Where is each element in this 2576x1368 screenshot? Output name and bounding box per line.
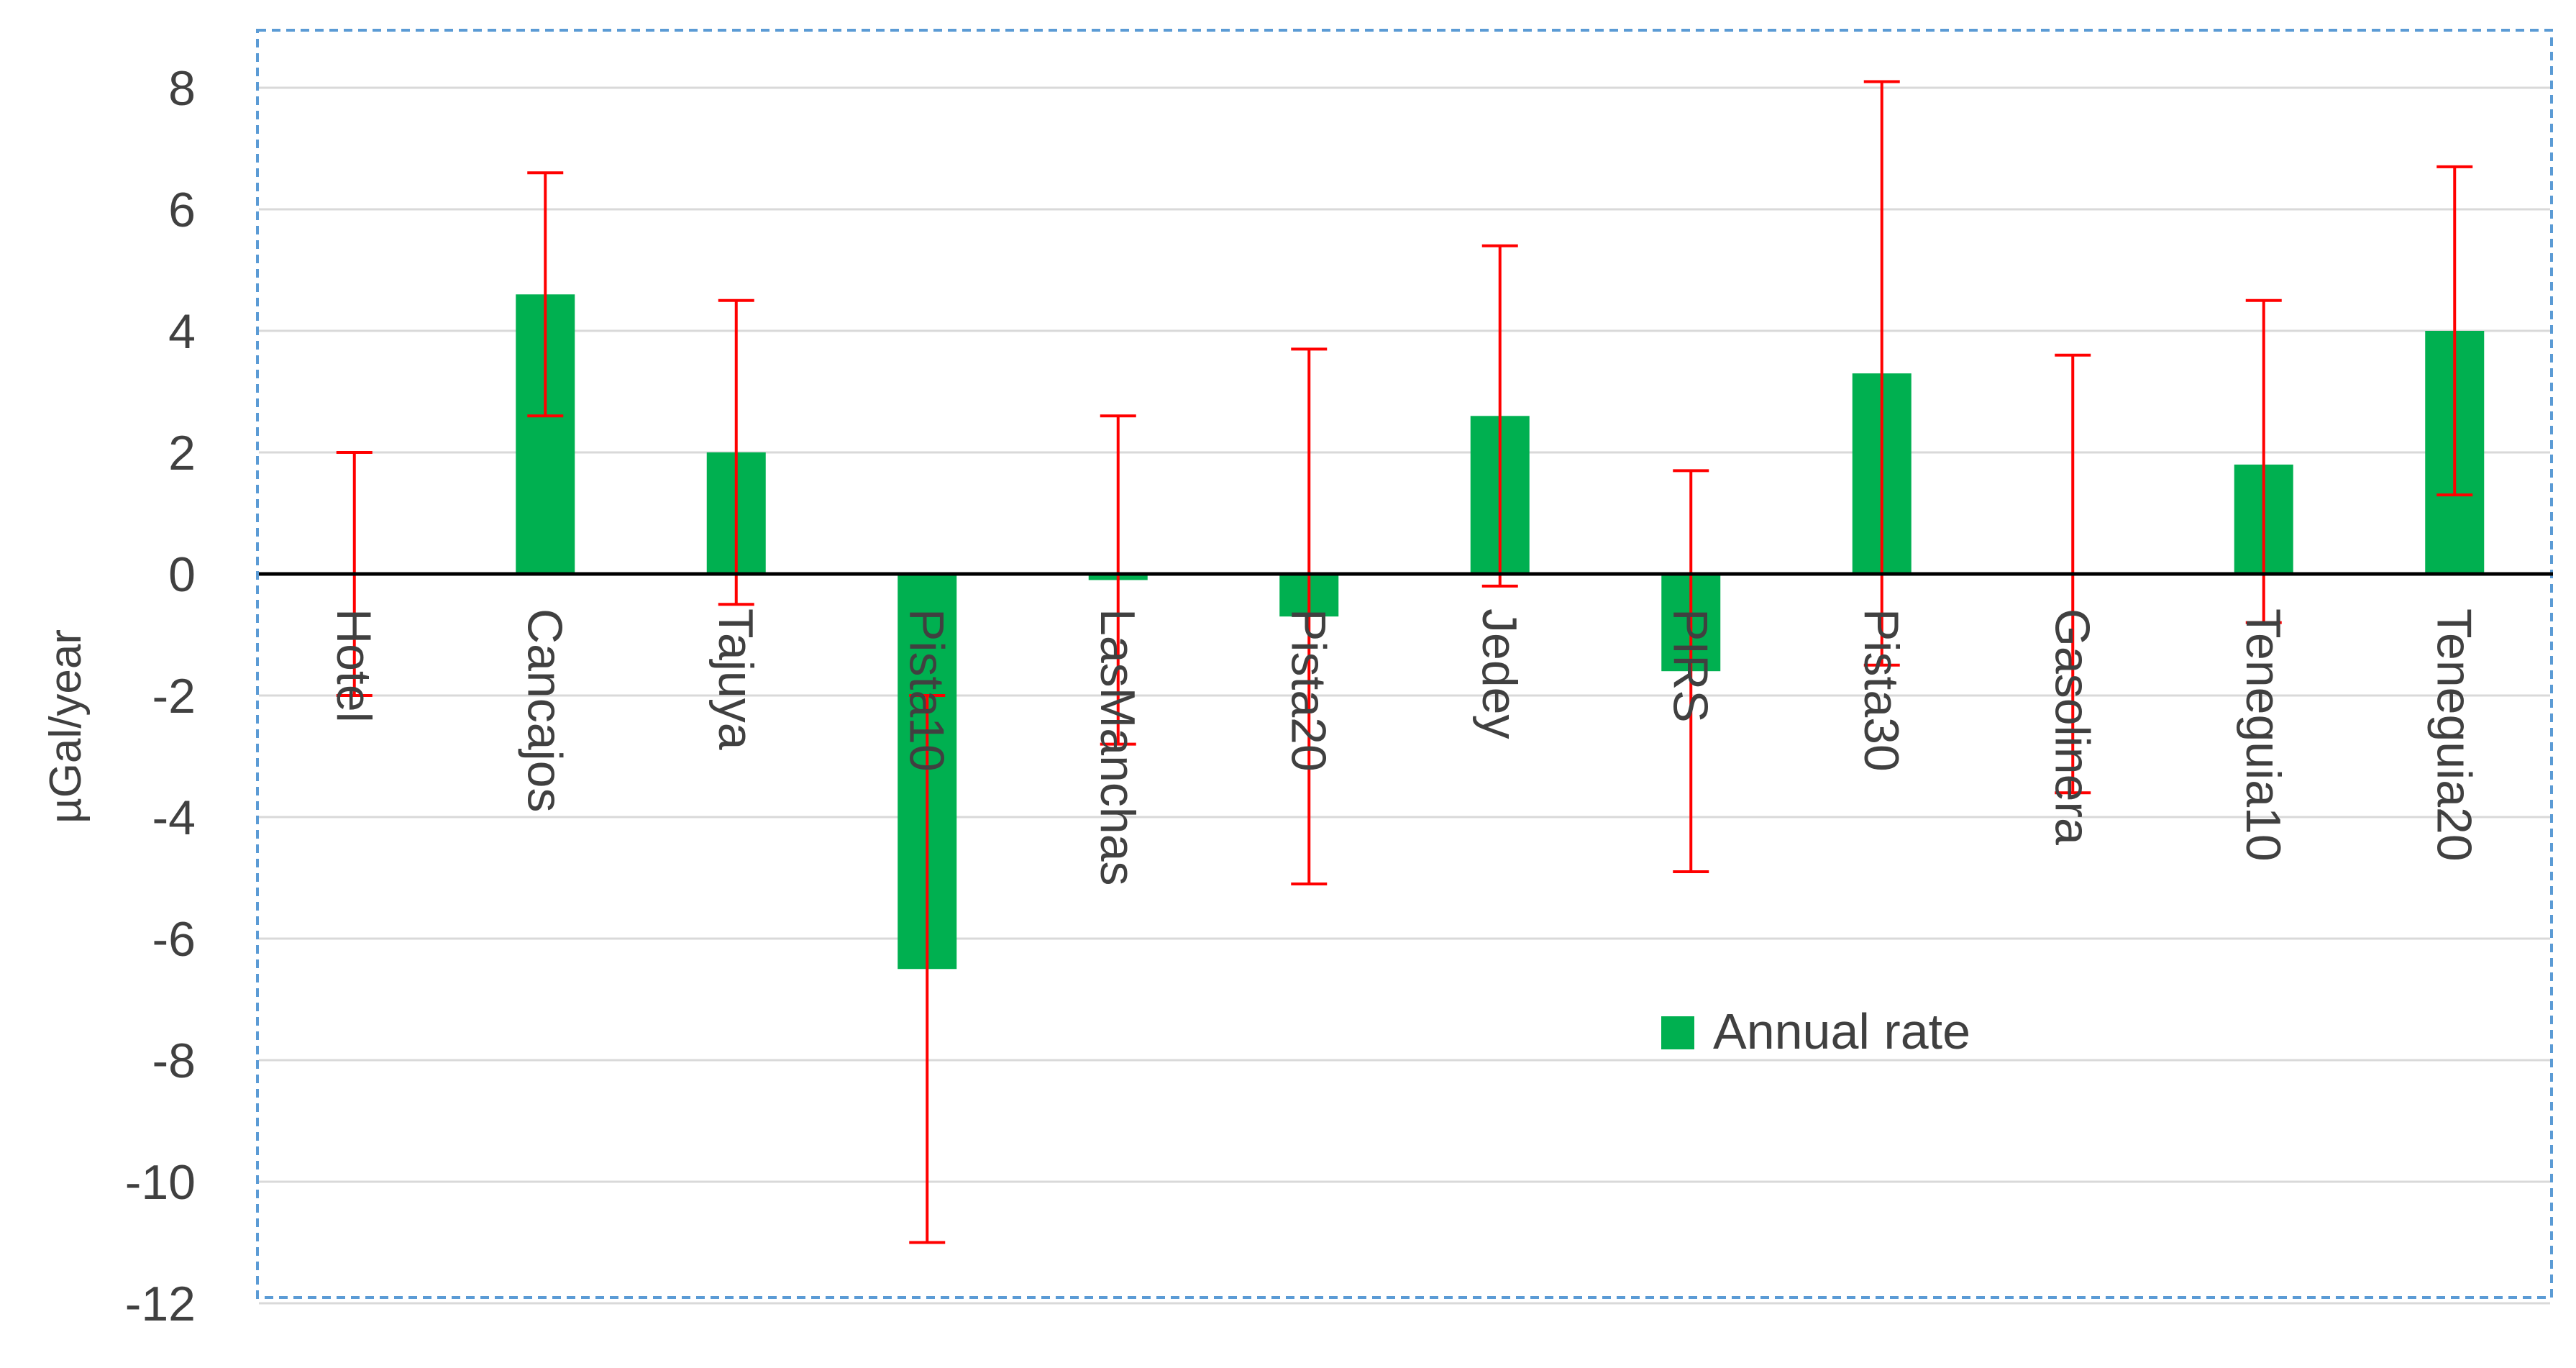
category-label: Jedey xyxy=(1472,608,1527,739)
category-label: Tajuya xyxy=(708,608,763,750)
category-label: LasManchas xyxy=(1090,608,1145,886)
y-tick-label: -10 xyxy=(125,1155,196,1210)
y-tick-label: -4 xyxy=(152,790,196,845)
y-tick-label: 6 xyxy=(168,183,196,237)
y-tick-labels: 8 6 4 2 0 -2 -4 -6 -8 -10 -12 xyxy=(125,61,196,1331)
category-label: Teneguia20 xyxy=(2426,608,2481,862)
category-label: Gasolinera xyxy=(2045,608,2099,845)
category-label: PIRS xyxy=(1663,608,1717,723)
gridlines xyxy=(259,86,2550,1305)
legend-label: Annual rate xyxy=(1713,1003,1970,1059)
y-tick-label: 4 xyxy=(168,304,196,359)
y-tick-label: -8 xyxy=(152,1034,196,1088)
y-tick-label: 0 xyxy=(168,547,196,602)
y-tick-label: -12 xyxy=(125,1277,196,1331)
category-label: Pista30 xyxy=(1854,608,1909,772)
category-label: Pista10 xyxy=(899,608,954,772)
category-label: Teneguia10 xyxy=(2236,608,2290,862)
error-bars xyxy=(336,80,2473,1244)
category-label: Pista20 xyxy=(1281,608,1335,772)
category-label: Cancajos xyxy=(517,608,572,813)
category-label: Hotel xyxy=(326,608,381,723)
y-tick-label: -2 xyxy=(152,669,196,724)
legend: Annual rate xyxy=(1661,1003,1970,1059)
y-tick-label: 2 xyxy=(168,426,196,480)
legend-swatch xyxy=(1661,1016,1694,1049)
y-tick-label: 8 xyxy=(168,61,196,116)
category-labels: Hotel Cancajos Tajuya Pista10 LasManchas Pist… xyxy=(326,608,2482,886)
chart-frame xyxy=(256,29,2553,1299)
y-tick-label: -6 xyxy=(152,912,196,967)
y-axis-title: µGal/year xyxy=(41,629,91,824)
